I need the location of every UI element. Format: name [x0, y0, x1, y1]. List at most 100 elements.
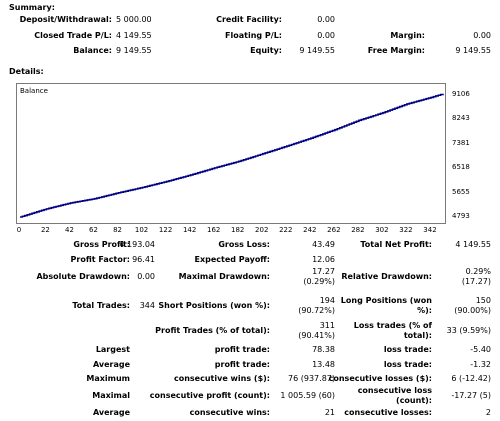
stat-value: 76 (937.87)	[288, 374, 335, 383]
stat-label: %):	[417, 306, 432, 315]
stat-label: Profit Trades (% of total):	[155, 326, 270, 335]
stat-value: 43.49	[312, 240, 335, 249]
x-tick-label: 122	[158, 226, 173, 234]
stat-label: consecutive loss	[357, 386, 432, 395]
stat-value: 0.00	[137, 272, 155, 281]
x-tick-label: 82	[113, 226, 122, 234]
stat-label: consecutive wins:	[189, 408, 270, 417]
y-tick-label: 5655	[452, 187, 470, 196]
summary-label: Equity:	[250, 46, 282, 55]
summary-label: Closed Trade P/L:	[34, 31, 112, 40]
stat-label: loss trade:	[383, 345, 432, 354]
stat-label: Loss trades (% of	[353, 321, 432, 330]
x-tick-label: 22	[40, 226, 50, 234]
y-tick-label: 9106	[452, 90, 470, 98]
stat-label: Average	[92, 408, 130, 417]
stat-value: 12.06	[312, 255, 335, 264]
stat-value: (90.00%)	[454, 306, 491, 315]
x-tick-label: 222	[279, 226, 293, 234]
stat-label: Gross Loss:	[218, 240, 270, 249]
summary-value: 9 149.55	[455, 46, 491, 55]
summary-value: 0.00	[317, 31, 335, 40]
y-tick-label: 8243	[452, 114, 470, 123]
stat-label: Largest	[95, 345, 130, 354]
x-tick-label: 42	[65, 226, 74, 234]
stat-value: (90.41%)	[298, 331, 335, 340]
y-tick-label: 7381	[452, 138, 470, 147]
stat-label: Maximal Drawdown:	[178, 272, 270, 281]
x-tick-label: 102	[134, 226, 149, 234]
x-tick-label: 262	[327, 226, 341, 234]
stat-label: Total Net Profit:	[360, 240, 432, 249]
stat-value: (0.29%)	[303, 277, 335, 286]
y-tick-label: 4793	[452, 212, 470, 220]
x-tick-label: 142	[182, 226, 197, 234]
summary-label: Floating P/L:	[225, 31, 282, 40]
stat-value: 1 005.59 (60)	[280, 391, 335, 400]
stat-label: profit trade:	[214, 360, 270, 369]
summary-label: Deposit/Withdrawal:	[19, 15, 112, 24]
stat-label: Short Positions (won %):	[158, 301, 270, 310]
summary-label: Credit Facility:	[216, 15, 282, 24]
stat-label: Long Positions (won	[340, 296, 432, 305]
stat-label: profit trade:	[214, 345, 270, 354]
stat-value: 33 (9.59%)	[446, 326, 491, 335]
stat-value: 4 193.04	[119, 240, 155, 249]
summary-value: 0.00	[317, 15, 335, 24]
stat-label: Absolute Drawdown:	[36, 272, 130, 281]
summary-value: 9 149.55	[299, 46, 335, 55]
stat-value: 6 (-12.42)	[451, 374, 491, 383]
stat-label: total):	[403, 331, 432, 340]
stat-value: -17.27 (5)	[451, 391, 491, 400]
x-tick-label: 322	[399, 226, 413, 234]
stat-label: consecutive losses ($):	[328, 374, 432, 383]
stat-label: Gross Profit:	[73, 240, 130, 249]
stat-value: (90.72%)	[298, 306, 335, 315]
stat-value: -1.32	[470, 360, 491, 369]
x-tick-label: 282	[351, 226, 365, 234]
summary-value: 5 000.00	[116, 15, 152, 24]
x-tick-label: 342	[423, 226, 437, 234]
stat-label: Maximal	[92, 391, 130, 400]
balance-chart-plot	[20, 93, 444, 218]
summary-value: 0.00	[473, 31, 491, 40]
stat-label: consecutive losses:	[344, 408, 432, 417]
x-tick-label: 202	[255, 226, 269, 234]
chart-title: Balance	[20, 87, 48, 95]
stat-label: Maximum	[86, 374, 130, 383]
stat-label: loss trade:	[383, 360, 432, 369]
stat-value: 311	[319, 321, 335, 330]
stat-value: (17.27)	[461, 277, 491, 286]
summary-value: 9 149.55	[116, 46, 152, 55]
x-tick-label: 302	[375, 226, 389, 234]
stat-value: 2	[485, 408, 491, 417]
stat-label: Average	[92, 360, 130, 369]
x-tick-label: 182	[231, 226, 245, 234]
summary-label: Free Margin:	[367, 46, 425, 55]
x-tick-label: 242	[303, 226, 317, 234]
y-tick-label: 6518	[452, 163, 470, 172]
stat-label: consecutive wins ($):	[173, 374, 270, 383]
stat-label: Profit Factor:	[70, 255, 130, 264]
stat-value: 78.38	[312, 345, 335, 354]
details-heading: Details:	[9, 67, 44, 76]
summary-label: Balance:	[73, 46, 112, 55]
x-tick-label: 0	[16, 226, 22, 234]
stat-value: 0.29%	[465, 267, 491, 276]
summary-label: Margin:	[390, 31, 425, 40]
stat-value: 4 149.55	[455, 240, 491, 249]
stat-value: 344	[139, 301, 155, 310]
summary-heading: Summary:	[9, 3, 55, 12]
stat-value: 194	[319, 296, 335, 305]
stat-label: consecutive profit (count):	[149, 391, 270, 400]
stat-value: 13.48	[312, 360, 335, 369]
stat-value: 17.27	[312, 267, 335, 276]
stat-label: (count):	[396, 396, 432, 405]
stat-value: -5.40	[470, 345, 491, 354]
stat-value: 21	[324, 408, 335, 417]
summary-value: 4 149.55	[116, 31, 152, 40]
balance-chart: Balance	[16, 83, 446, 224]
x-tick-label: 62	[89, 226, 98, 234]
stat-value: 96.41	[132, 255, 155, 264]
stat-label: Total Trades:	[72, 301, 130, 310]
